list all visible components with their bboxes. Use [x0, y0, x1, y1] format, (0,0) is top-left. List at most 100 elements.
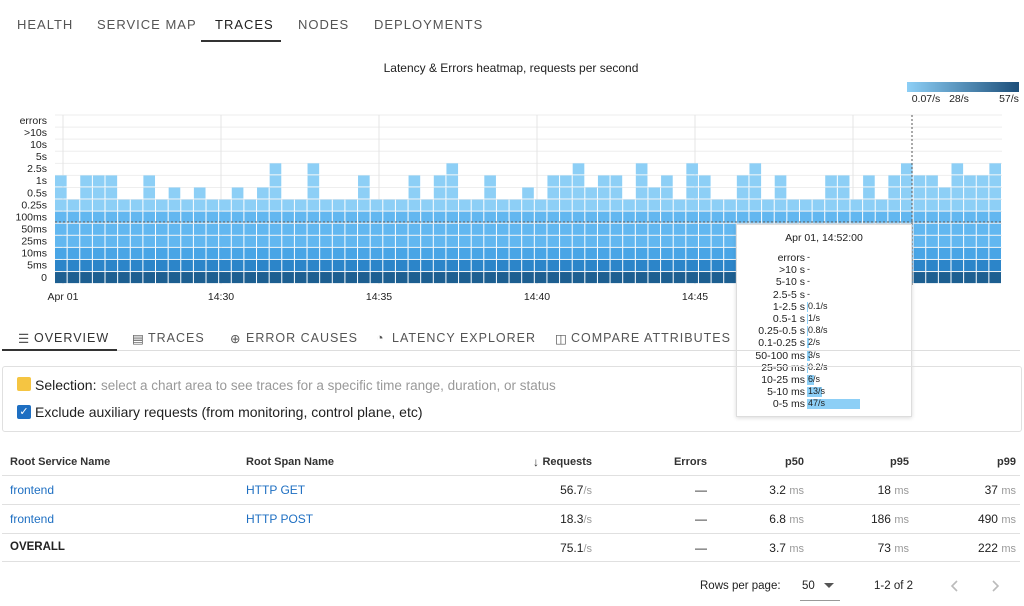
column-header: p50 — [785, 456, 804, 468]
cell-unit: ms — [1001, 485, 1016, 497]
subtab[interactable]: OVERVIEW — [34, 331, 110, 345]
tab[interactable]: SERVICE MAP — [97, 17, 197, 32]
heatmap-cell — [762, 211, 774, 223]
rows-per-page-label: Rows per page: — [700, 580, 781, 592]
heatmap-cell — [496, 235, 509, 247]
cell: 18 ms — [878, 483, 909, 497]
heatmap-cell — [257, 223, 269, 235]
cell[interactable]: frontend — [10, 512, 55, 526]
heatmap-cell — [724, 259, 736, 272]
heatmap-cell — [964, 272, 976, 284]
tooltip-bar — [807, 326, 808, 337]
heatmap-cell — [964, 235, 976, 247]
heatmap-cell — [698, 247, 711, 259]
tab[interactable]: DEPLOYMENTS — [374, 17, 484, 32]
heatmap-cell — [433, 211, 446, 223]
tooltip-value: - — [807, 264, 810, 275]
heatmap-cell — [446, 175, 459, 187]
heatmap-cell — [383, 199, 395, 211]
cell: 56.7/s — [560, 483, 592, 497]
tooltip-bar — [807, 387, 822, 398]
heatmap-cell — [55, 259, 67, 272]
heatmap-cell — [459, 199, 471, 211]
heatmap-cell — [534, 211, 547, 223]
heatmap-cell — [433, 187, 446, 199]
heatmap-cell — [307, 247, 320, 259]
heatmap-cell — [951, 199, 964, 211]
subtab-icon[interactable]: ☰ — [18, 332, 30, 346]
subtab[interactable]: LATENCY EXPLORER — [392, 331, 537, 345]
tooltip-row: 50-100 ms 3/s — [737, 350, 911, 362]
heatmap-cell — [80, 175, 92, 187]
heatmap-cell — [926, 223, 938, 235]
cell[interactable]: frontend — [10, 483, 55, 497]
checkbox[interactable]: ✓ — [17, 405, 31, 419]
heatmap-cell — [951, 223, 964, 235]
heatmap-cell — [421, 199, 433, 211]
heatmap-cell — [105, 199, 118, 211]
subtab-icon[interactable]: ⊕ — [230, 332, 241, 346]
heatmap-cell — [585, 259, 597, 272]
heatmap-cell — [67, 199, 80, 211]
heatmap-cell — [358, 211, 370, 223]
heatmap-cell — [408, 223, 421, 235]
heatmap-cell — [156, 223, 168, 235]
cell-unit: /s — [583, 514, 592, 526]
heatmap-cell — [774, 199, 787, 211]
heatmap-cell — [534, 247, 547, 259]
column-header: Root Service Name — [10, 456, 111, 468]
heatmap-cell — [837, 175, 850, 187]
heatmap-cell — [686, 175, 698, 187]
heatmap-cell — [168, 259, 181, 272]
heatmap-cell — [610, 247, 623, 259]
cell[interactable]: HTTP POST — [246, 512, 314, 526]
heatmap-cell — [294, 272, 307, 284]
heatmap-cell — [118, 235, 130, 247]
heatmap-cell — [711, 223, 724, 235]
heatmap-cell — [168, 235, 181, 247]
tab[interactable]: HEALTH — [17, 17, 74, 32]
cell[interactable]: HTTP GET — [246, 483, 306, 497]
tooltip-label: 2.5-5 s — [772, 288, 805, 301]
heatmap-cell — [863, 175, 875, 187]
tab[interactable]: NODES — [298, 17, 350, 32]
heatmap-cell — [673, 199, 686, 211]
heatmap-cell — [560, 235, 572, 247]
heatmap-cell — [383, 211, 395, 223]
heatmap-cell — [572, 272, 585, 284]
dropdown-icon[interactable] — [823, 582, 835, 590]
subtab[interactable]: COMPARE ATTRIBUTES — [571, 331, 731, 345]
heatmap-cell — [509, 272, 522, 284]
subtab-icon[interactable]: ◔ — [376, 331, 384, 345]
tab[interactable]: TRACES — [215, 17, 274, 32]
heatmap-cell — [900, 187, 913, 199]
heatmap-cell — [193, 187, 206, 199]
heatmap-cell — [698, 235, 711, 247]
heatmap-cell — [509, 223, 522, 235]
subtab-icon[interactable]: ▤ — [132, 332, 144, 346]
tooltip-bar — [807, 338, 810, 349]
heatmap-cell — [812, 199, 825, 211]
heatmap-cell — [837, 211, 850, 223]
heatmap-cell — [168, 211, 181, 223]
heatmap-cell — [484, 235, 496, 247]
exclude-label[interactable]: Exclude auxiliary requests (from monitor… — [35, 404, 423, 420]
subtab[interactable]: ERROR CAUSES — [246, 331, 359, 345]
heatmap-cell — [863, 199, 875, 211]
subtab[interactable]: TRACES — [148, 331, 205, 345]
tooltip-value: 0.8/s — [808, 325, 828, 336]
subtab-icon[interactable]: ◫ — [555, 332, 567, 346]
heatmap-cell — [282, 259, 294, 272]
heatmap-cell — [724, 235, 736, 247]
cell-value: 56.7 — [560, 483, 584, 497]
heatmap-cell — [231, 211, 244, 223]
heatmap-cell — [863, 211, 875, 223]
cell-unit: ms — [894, 514, 909, 526]
rows-per-page[interactable]: 50 — [802, 580, 815, 592]
heatmap-cell — [938, 235, 951, 247]
heatmap-cell — [560, 211, 572, 223]
heatmap-cell — [244, 211, 257, 223]
heatmap-cell — [686, 235, 698, 247]
heatmap-cell — [181, 259, 193, 272]
heatmap-cell — [572, 199, 585, 211]
